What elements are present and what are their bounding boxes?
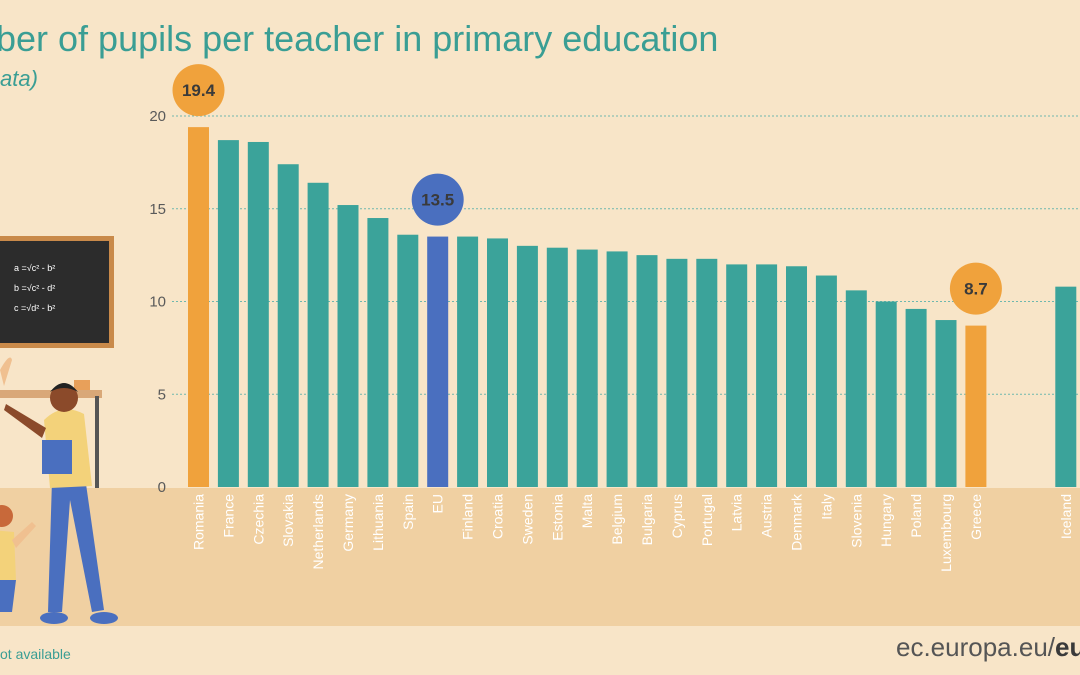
- bars: [188, 127, 1077, 488]
- bar-croatia: [487, 238, 508, 487]
- teacher-arm: [4, 404, 46, 438]
- student-legs: [0, 580, 16, 612]
- formula-1: a =√c² - b²: [14, 263, 55, 273]
- category-label: Luxembourg: [938, 494, 954, 572]
- bar-estonia: [546, 247, 568, 487]
- teacher-legs: [48, 470, 104, 612]
- student-body: [0, 530, 16, 582]
- formula-2: b =√c² - d²: [14, 283, 55, 293]
- raised-hand: [0, 357, 12, 386]
- category-label: Estonia: [549, 494, 565, 541]
- footnote: ot available: [0, 646, 71, 662]
- chart-subtitle: ata): [0, 66, 38, 91]
- bar-bulgaria: [636, 255, 658, 487]
- chart-title: ber of pupils per teacher in primary edu…: [0, 18, 719, 59]
- category-label: Netherlands: [310, 494, 326, 570]
- bar-slovakia: [277, 164, 299, 488]
- bar-netherlands: [307, 182, 329, 487]
- category-label: Denmark: [789, 493, 805, 551]
- bar-slovenia: [845, 290, 867, 487]
- teacher-shoe-left: [40, 612, 68, 624]
- category-label: Portugal: [699, 494, 715, 546]
- bar-hungary: [875, 301, 897, 487]
- bar-luxembourg: [935, 320, 957, 487]
- bar-spain: [397, 234, 419, 487]
- books: [74, 380, 90, 390]
- category-label: EU: [430, 494, 446, 513]
- badge-value: 19.4: [182, 81, 216, 100]
- formula-3: c =√d² - b²: [14, 303, 55, 313]
- bar-eu: [427, 236, 449, 487]
- bar-italy: [815, 275, 837, 487]
- category-label: Lithuania: [370, 494, 386, 551]
- category-label: Belgium: [609, 494, 625, 545]
- bar-denmark: [786, 266, 807, 487]
- bar-greece: [965, 325, 987, 487]
- category-label: Finland: [460, 494, 476, 540]
- category-label: Italy: [818, 494, 834, 520]
- category-label: Bulgaria: [639, 494, 655, 546]
- bar-malta: [576, 249, 598, 487]
- category-label: Iceland: [1058, 494, 1074, 539]
- y-tick-label: 15: [149, 201, 166, 218]
- bar-finland: [457, 236, 479, 487]
- category-label: Germany: [340, 494, 356, 552]
- badge-romania: [172, 64, 225, 117]
- teacher-hair: [50, 383, 78, 392]
- category-label: Cyprus: [669, 494, 685, 538]
- teacher-head: [50, 384, 78, 412]
- y-tick-label: 20: [149, 108, 166, 125]
- source-url-bold: eur: [1055, 632, 1080, 662]
- source-url-prefix: ec.europa.eu/: [896, 632, 1056, 662]
- y-tick-label: 5: [158, 386, 166, 403]
- category-label: Slovenia: [848, 494, 864, 548]
- category-label: Latvia: [729, 494, 745, 532]
- bar-germany: [337, 205, 359, 488]
- bar-latvia: [726, 264, 748, 487]
- category-label: Austria: [759, 494, 775, 538]
- category-label: Hungary: [878, 494, 894, 547]
- source-url[interactable]: ec.europa.eu/eur: [896, 632, 1080, 663]
- bar-iceland: [1055, 286, 1077, 487]
- blackboard: [0, 241, 109, 343]
- bar-cyprus: [666, 258, 688, 487]
- value-badges: 19.4 13.5 8.7: [172, 64, 1002, 315]
- y-tick-label: 10: [149, 294, 166, 311]
- bar-lithuania: [367, 218, 389, 487]
- category-label: France: [220, 494, 236, 538]
- category-label: Romania: [191, 494, 207, 550]
- student-head: [0, 505, 13, 527]
- category-label: Poland: [908, 494, 924, 538]
- teacher-illustration: a =√c² - b² b =√c² - d² c =√d² - b²: [0, 236, 118, 624]
- bar-romania: [188, 127, 209, 487]
- desk-leg: [95, 396, 99, 488]
- y-axis-ticks: 0 5 10 15 20: [149, 108, 166, 496]
- bar-belgium: [606, 251, 628, 487]
- category-label: Croatia: [490, 494, 506, 539]
- category-label: Malta: [579, 494, 595, 528]
- category-label: Sweden: [519, 494, 535, 545]
- y-tick-label: 0: [158, 479, 166, 496]
- bar-poland: [905, 308, 927, 487]
- category-label: Czechia: [250, 494, 266, 545]
- bar-portugal: [696, 258, 718, 487]
- badge-greece: [949, 262, 1002, 315]
- bar-austria: [756, 264, 778, 487]
- category-band: [0, 488, 1080, 626]
- category-label: Spain: [400, 494, 416, 530]
- badge-value: 13.5: [421, 191, 454, 210]
- teacher-shoe-right: [90, 612, 118, 624]
- badge-eu: [411, 173, 464, 226]
- bar-czechia: [247, 141, 269, 487]
- badge-value: 8.7: [964, 280, 988, 299]
- category-label: Slovakia: [280, 494, 296, 547]
- teacher-book: [42, 440, 72, 474]
- category-labels: Romania France Czechia Slovakia Netherlands G…: [191, 493, 1074, 572]
- bar-france: [217, 140, 239, 488]
- bar-sweden: [516, 245, 538, 487]
- category-label: Greece: [968, 494, 984, 540]
- student-arm: [12, 522, 36, 548]
